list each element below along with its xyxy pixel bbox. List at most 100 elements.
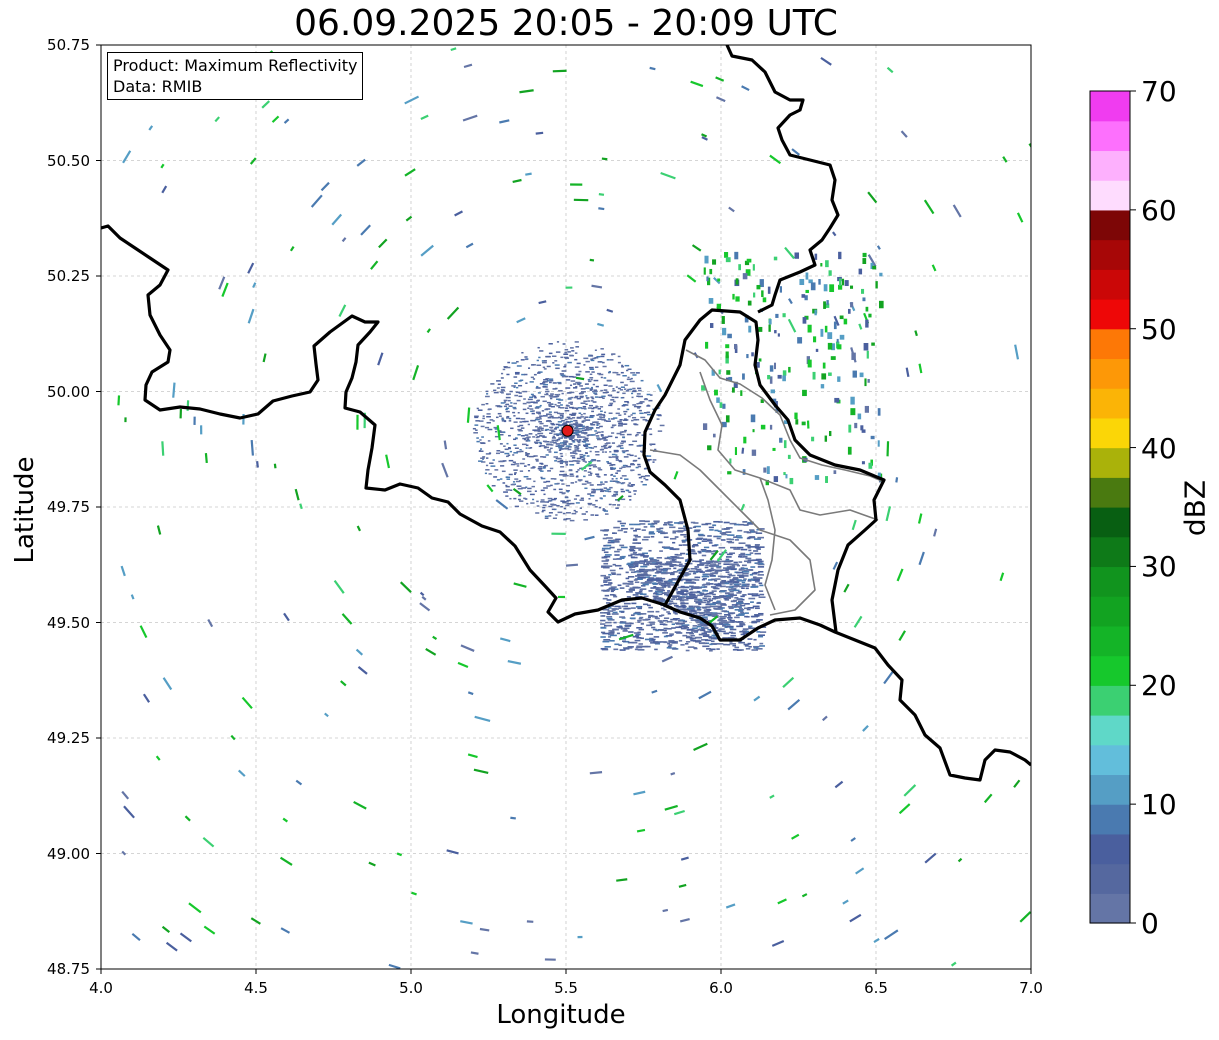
echo-cell bbox=[744, 603, 750, 605]
echo-cell bbox=[571, 417, 576, 419]
echo-cell bbox=[759, 279, 764, 288]
echo-cell bbox=[695, 529, 701, 532]
echo-cell bbox=[731, 604, 738, 606]
echo-cell bbox=[592, 390, 595, 393]
echo-streak bbox=[618, 633, 634, 641]
echo-cell bbox=[698, 534, 706, 537]
echo-cell bbox=[558, 437, 563, 439]
echo-cell bbox=[564, 418, 568, 421]
echo-streak bbox=[525, 172, 532, 176]
echo-cell bbox=[658, 577, 666, 580]
echo-cell bbox=[738, 542, 746, 545]
echo-cell bbox=[534, 407, 540, 409]
echo-streak bbox=[460, 644, 475, 652]
echo-cell bbox=[678, 572, 682, 574]
colorbar-segment bbox=[1090, 774, 1130, 805]
echo-cell bbox=[489, 419, 494, 421]
echo-cell bbox=[587, 493, 592, 495]
echo-cell bbox=[770, 389, 775, 394]
echo-cell bbox=[569, 384, 573, 387]
echo-cell bbox=[719, 402, 723, 408]
echo-cell bbox=[522, 458, 526, 460]
echo-cell bbox=[630, 377, 633, 380]
echo-cell bbox=[648, 532, 656, 535]
echo-cell bbox=[588, 503, 592, 506]
echo-cell bbox=[663, 522, 670, 524]
echo-cell bbox=[701, 618, 708, 620]
echo-cell bbox=[516, 399, 521, 402]
echo-cell bbox=[614, 396, 619, 399]
echo-cell bbox=[630, 484, 635, 486]
colorbar-segment bbox=[1090, 536, 1130, 568]
echo-cell bbox=[548, 451, 552, 453]
echo-cell bbox=[639, 450, 645, 453]
echo-cell bbox=[826, 300, 829, 305]
echo-cell bbox=[709, 591, 714, 594]
echo-cell bbox=[643, 570, 649, 573]
echo-cell bbox=[574, 447, 579, 449]
echo-cell bbox=[743, 578, 747, 580]
echo-cell bbox=[630, 547, 637, 550]
echo-cell bbox=[624, 622, 631, 625]
echo-cell bbox=[685, 640, 691, 643]
echo-cell bbox=[713, 564, 720, 567]
echo-cell bbox=[653, 587, 659, 589]
echo-cell bbox=[554, 508, 557, 511]
echo-cell bbox=[877, 408, 881, 416]
echo-cell bbox=[824, 435, 828, 442]
echo-cell bbox=[713, 535, 718, 538]
echo-cell bbox=[676, 554, 682, 556]
echo-cell bbox=[606, 420, 611, 422]
echo-cell bbox=[709, 630, 715, 632]
echo-cell bbox=[545, 388, 549, 391]
echo-cell bbox=[734, 616, 740, 619]
echo-cell bbox=[516, 365, 522, 367]
echo-cell bbox=[727, 618, 732, 621]
echo-cell bbox=[690, 634, 695, 637]
echo-cell bbox=[749, 552, 754, 554]
echo-cell bbox=[652, 575, 657, 577]
echo-cell bbox=[578, 425, 583, 428]
echo-cell bbox=[608, 445, 612, 448]
echo-cell bbox=[617, 626, 623, 629]
colorbar-segment bbox=[1090, 477, 1130, 508]
echo-cell bbox=[747, 642, 752, 645]
echo-cell bbox=[481, 403, 485, 406]
echo-cell bbox=[727, 617, 733, 619]
echo-cell bbox=[535, 439, 540, 442]
echo-cell bbox=[745, 583, 750, 586]
echo-cell bbox=[725, 560, 730, 562]
echo-streak bbox=[616, 878, 628, 882]
echo-cell bbox=[533, 441, 538, 443]
echo-cell bbox=[539, 434, 542, 437]
colorbar-segment bbox=[1090, 239, 1130, 270]
echo-cell bbox=[572, 434, 576, 437]
echo-cell bbox=[742, 585, 750, 587]
echo-cell bbox=[610, 474, 613, 476]
echo-cell bbox=[493, 391, 499, 394]
radar-site-marker[interactable] bbox=[561, 424, 574, 437]
echo-cell bbox=[738, 590, 742, 593]
echo-cell bbox=[528, 455, 534, 458]
echo-cell bbox=[727, 567, 735, 569]
echo-cell bbox=[523, 398, 526, 400]
echo-cell bbox=[595, 473, 600, 475]
echo-cell bbox=[535, 411, 541, 414]
echo-cell bbox=[527, 487, 532, 490]
echo-cell bbox=[703, 599, 708, 602]
echo-cell bbox=[701, 540, 708, 542]
echo-cell bbox=[585, 383, 589, 385]
echo-cell bbox=[771, 398, 777, 403]
echo-cell bbox=[734, 251, 739, 260]
echo-cell bbox=[546, 380, 551, 382]
echo-cell bbox=[643, 571, 648, 574]
echo-cell bbox=[601, 445, 606, 448]
echo-streak bbox=[849, 913, 862, 923]
echo-streak bbox=[771, 939, 785, 947]
echo-cell bbox=[729, 565, 736, 568]
echo-cell bbox=[656, 556, 662, 559]
echo-cell bbox=[707, 619, 713, 622]
echo-cell bbox=[484, 426, 490, 429]
echo-cell bbox=[594, 396, 599, 398]
